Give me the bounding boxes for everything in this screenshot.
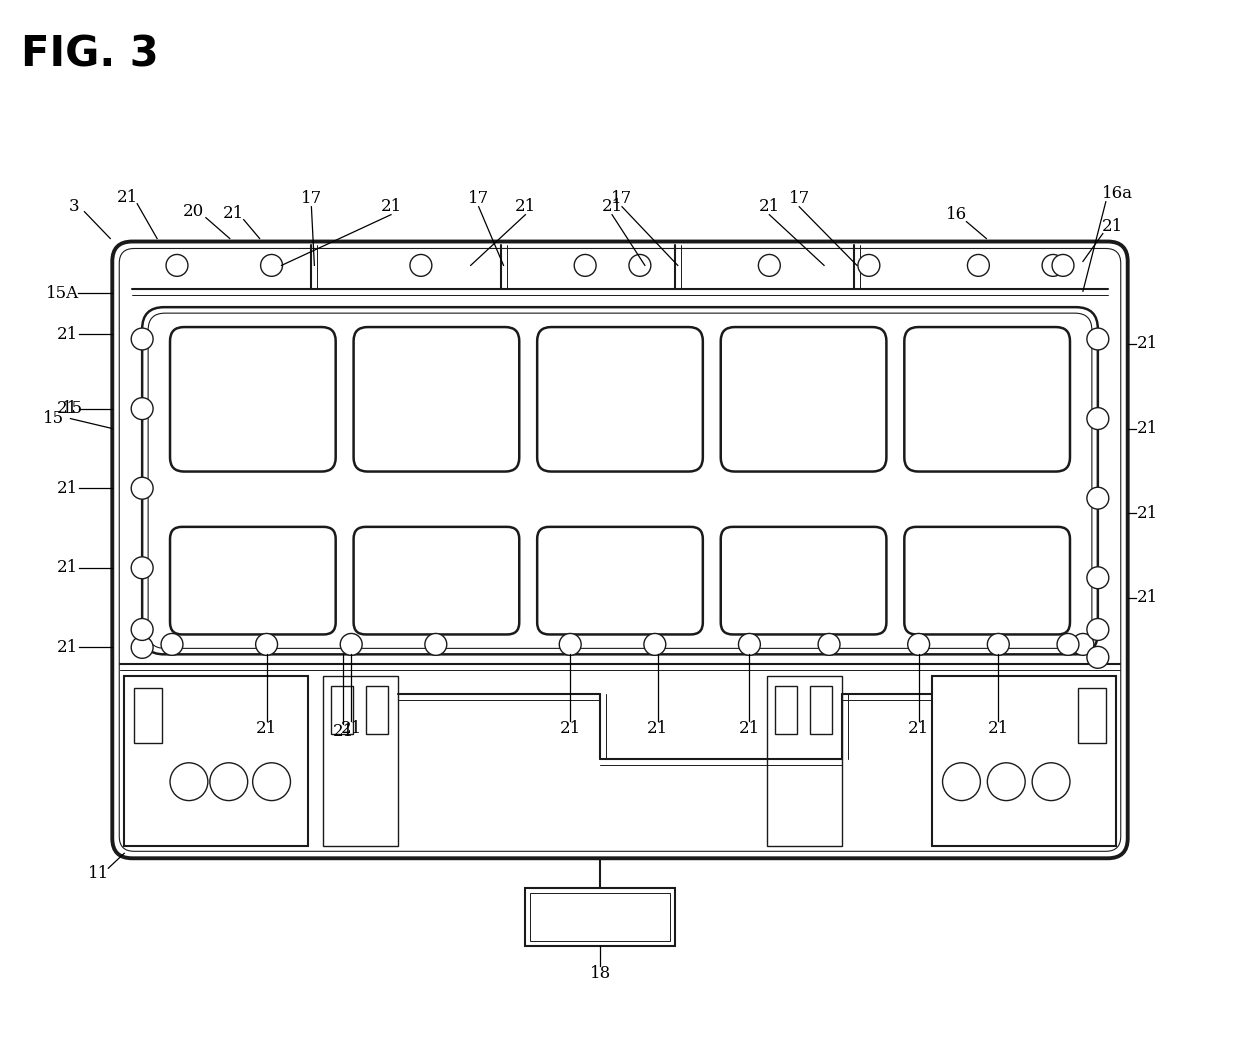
Text: 15: 15 [43,410,64,427]
Text: 21: 21 [1137,420,1158,437]
Bar [1078,688,1106,743]
Bar [775,686,797,734]
Circle shape [574,254,596,277]
Text: 21: 21 [1137,589,1158,606]
Circle shape [942,763,981,800]
Circle shape [1087,567,1109,588]
Text: 15A: 15A [46,285,79,302]
Text: 21: 21 [739,721,760,738]
Text: 21: 21 [57,639,78,656]
Circle shape [1087,647,1109,668]
Text: 21: 21 [559,721,580,738]
Text: 21: 21 [57,480,78,497]
Bar [931,676,1116,846]
Circle shape [161,634,184,655]
Circle shape [425,634,446,655]
Text: 21: 21 [647,721,668,738]
Bar [810,686,832,734]
Circle shape [1087,619,1109,640]
Text: 21: 21 [57,325,78,342]
Bar [366,686,388,734]
Text: 21: 21 [57,560,78,577]
Text: 15: 15 [62,400,83,418]
Circle shape [559,634,582,655]
Text: 21: 21 [381,198,402,215]
Text: 21: 21 [988,721,1009,738]
Circle shape [858,254,880,277]
Bar [768,676,842,846]
Circle shape [818,634,839,655]
Circle shape [1087,488,1109,509]
Text: 17: 17 [301,190,322,208]
Circle shape [908,634,930,655]
Circle shape [131,328,153,350]
Circle shape [170,763,208,800]
Text: 21: 21 [57,400,78,418]
Circle shape [340,634,362,655]
Circle shape [131,636,153,658]
Text: 16: 16 [946,206,967,224]
Text: 11: 11 [88,865,109,882]
Text: 16a: 16a [1102,186,1133,202]
Circle shape [644,634,666,655]
Circle shape [260,254,283,277]
Text: 21: 21 [1137,505,1158,522]
Circle shape [1042,254,1064,277]
Circle shape [166,254,188,277]
Bar [526,888,675,946]
Bar [331,686,353,734]
Circle shape [131,619,153,640]
Circle shape [131,556,153,579]
Text: 21: 21 [601,198,622,215]
Bar [324,676,398,846]
Circle shape [255,634,278,655]
Circle shape [1052,254,1074,277]
Circle shape [1032,763,1070,800]
Text: 21: 21 [1137,335,1158,353]
Text: 21: 21 [255,721,278,738]
Text: 18: 18 [589,966,611,983]
Circle shape [1056,634,1079,655]
Text: FIG. 3: FIG. 3 [21,34,159,75]
Circle shape [131,477,153,499]
Text: 21: 21 [908,721,929,738]
Circle shape [253,763,290,800]
Circle shape [1087,328,1109,350]
Circle shape [1087,408,1109,429]
Circle shape [1071,634,1094,655]
Text: 21: 21 [515,198,536,215]
Bar [124,676,309,846]
Text: 21: 21 [341,721,362,738]
Circle shape [410,254,432,277]
Circle shape [759,254,780,277]
Bar [531,894,670,941]
Text: 21: 21 [332,723,353,741]
Text: 17: 17 [467,190,490,208]
Text: 21: 21 [759,198,780,215]
Text: 20: 20 [184,204,205,220]
Circle shape [987,634,1009,655]
Text: 21: 21 [223,206,244,223]
Text: 3: 3 [69,198,79,215]
Text: 21: 21 [1102,218,1123,235]
Circle shape [131,398,153,420]
Text: 17: 17 [611,190,632,208]
Circle shape [967,254,990,277]
Circle shape [987,763,1025,800]
Bar [134,688,162,743]
Circle shape [210,763,248,800]
Circle shape [629,254,651,277]
Text: 21: 21 [117,190,138,207]
Text: 17: 17 [789,190,810,208]
Circle shape [739,634,760,655]
